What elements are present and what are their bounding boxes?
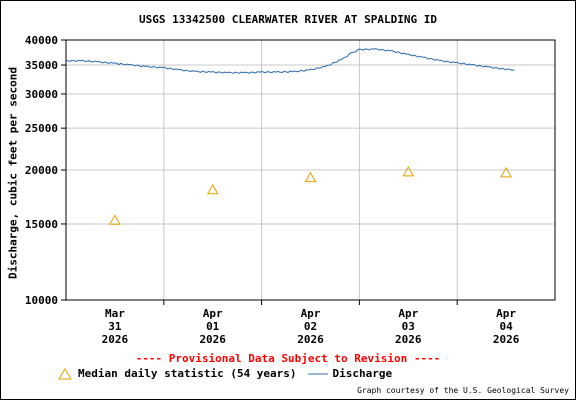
credit-text: Graph courtesy of the U.S. Geological Su… <box>357 386 569 395</box>
legend-discharge-label: Discharge <box>332 367 393 380</box>
y-tick-label: 30000 <box>25 88 58 101</box>
legend: Median daily statistic (54 years) Discha… <box>58 367 392 380</box>
discharge-line <box>65 47 515 74</box>
x-tick-label: Mar <box>105 307 125 320</box>
y-tick-label: 20000 <box>25 164 58 177</box>
x-tick-label: Apr <box>203 307 223 320</box>
legend-median-label: Median daily statistic (54 years) <box>78 367 297 380</box>
legend-discharge-line-icon <box>307 373 328 374</box>
x-tick-label: 02 <box>304 320 317 333</box>
chart-title: USGS 13342500 CLEARWATER RIVER AT SPALDI… <box>138 13 437 26</box>
y-tick-label: 40000 <box>25 34 58 47</box>
x-tick-label: 31 <box>108 320 122 333</box>
x-tick-label: Apr <box>496 307 516 320</box>
x-tick-label: Apr <box>301 307 321 320</box>
x-tick-label: 2026 <box>297 333 324 346</box>
median-marker <box>109 214 121 225</box>
median-marker <box>402 165 415 177</box>
y-tick-label: 15000 <box>25 218 58 231</box>
y-axis-label: Discharge, cubic feet per second <box>6 67 20 279</box>
x-tick-label: 01 <box>206 320 220 333</box>
x-tick-label: 2026 <box>102 333 129 346</box>
plot-border <box>65 39 556 301</box>
x-tick-label: Apr <box>398 307 418 320</box>
median-marker <box>304 171 317 183</box>
legend-median-triangle-icon <box>58 367 72 379</box>
x-tick-label: 2026 <box>493 333 520 346</box>
x-tick-label: 04 <box>499 320 513 333</box>
median-marker <box>500 166 512 178</box>
y-tick-label: 10000 <box>25 294 58 307</box>
x-tick-label: 2026 <box>199 333 226 346</box>
provisional-notice: ---- Provisional Data Subject to Revisio… <box>135 352 441 365</box>
x-tick-label: 03 <box>402 320 415 333</box>
median-marker <box>206 183 219 195</box>
y-tick-label: 35000 <box>25 59 58 72</box>
y-tick-label: 25000 <box>25 122 58 135</box>
x-tick-label: 2026 <box>395 333 422 346</box>
